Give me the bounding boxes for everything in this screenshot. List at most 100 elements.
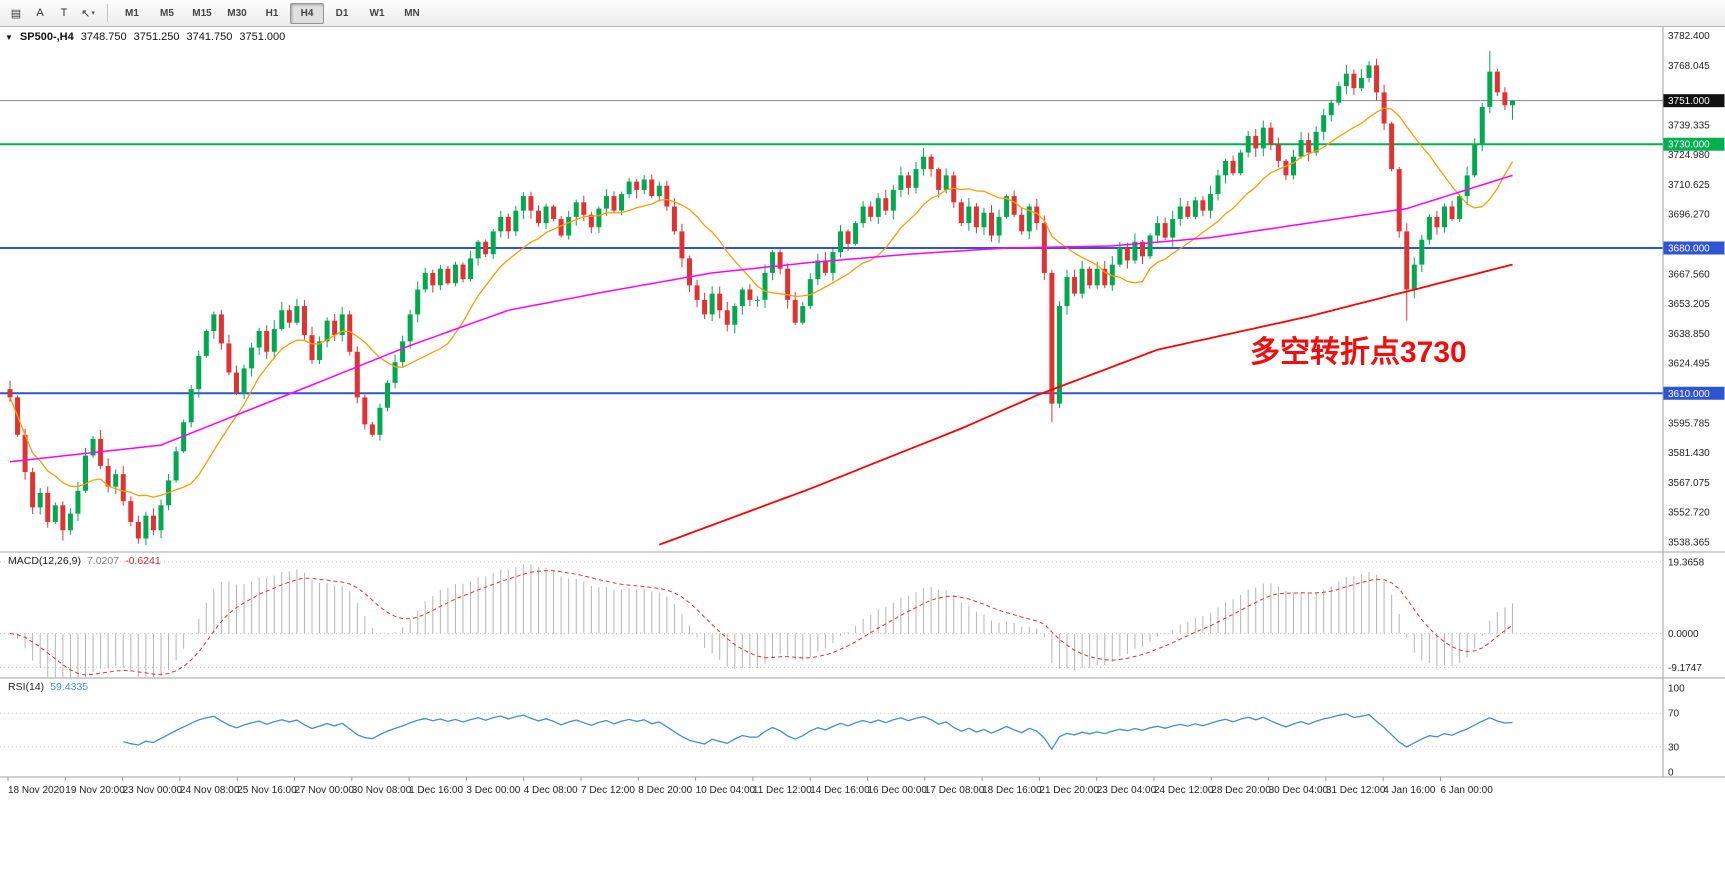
- candle: [656, 185, 662, 197]
- candle: [928, 156, 934, 170]
- timeframe-M30[interactable]: M30: [227, 7, 247, 19]
- time-axis-label: 14 Dec 16:00: [810, 785, 870, 796]
- macd-axis-label: 19.3658: [1668, 557, 1705, 568]
- price-axis-label: 3696.270: [1668, 210, 1710, 221]
- macd-name: MACD(12,26,9): [8, 555, 81, 567]
- timeframe-W1[interactable]: W1: [369, 7, 385, 19]
- candle: [770, 252, 776, 273]
- candle: [1177, 206, 1183, 219]
- candle: [596, 208, 602, 228]
- macd-axis-label: 0.0000: [1668, 629, 1699, 640]
- draw-tools[interactable]: ↖ ▾: [81, 7, 95, 20]
- chart-ohlc-header: ▼ SP500-,H4 3748.750 3751.250 3741.750 3…: [5, 31, 285, 43]
- text-label-tool[interactable]: A: [36, 7, 44, 19]
- candle: [452, 264, 458, 284]
- hline-price-tag-text: 3610.000: [1668, 389, 1710, 400]
- candle: [754, 299, 760, 301]
- candle: [354, 351, 360, 398]
- candle: [1509, 100, 1515, 106]
- time-axis-label: 25 Nov 16:00: [237, 785, 297, 796]
- candle: [724, 310, 730, 325]
- candle: [483, 241, 489, 255]
- candle: [105, 465, 111, 487]
- candle: [573, 202, 579, 217]
- candle: [1056, 306, 1062, 404]
- macd-signal-value: -0.6241: [125, 555, 161, 567]
- candle: [785, 268, 791, 300]
- timeframe-H1[interactable]: H1: [265, 7, 279, 19]
- time-axis-label: 4 Dec 08:00: [524, 785, 578, 796]
- candle: [875, 198, 881, 217]
- candle: [792, 299, 798, 323]
- candle: [1298, 140, 1304, 157]
- candle: [1223, 160, 1229, 176]
- candle: [807, 279, 813, 307]
- candle: [437, 268, 443, 286]
- time-axis-label: 18 Dec 16:00: [982, 785, 1042, 796]
- candle: [362, 397, 368, 425]
- price-axis-scale[interactable]: [1663, 27, 1725, 777]
- price-axis-label: 3567.075: [1668, 478, 1710, 489]
- timeframe-M5[interactable]: M5: [160, 7, 174, 19]
- candle: [1019, 214, 1025, 232]
- candle: [1140, 241, 1145, 257]
- candle: [1238, 152, 1244, 174]
- candle: [739, 289, 745, 307]
- timeframe-M15[interactable]: M15: [192, 7, 212, 19]
- candle: [1283, 160, 1289, 176]
- candle: [475, 241, 481, 259]
- price-axis-label: 3581.430: [1668, 448, 1710, 459]
- candle: [158, 505, 164, 531]
- candle: [702, 299, 708, 315]
- candle: [1502, 92, 1508, 106]
- chart-area[interactable]: 3782.400 3768.045 3739.335 3724.980 3710.625…: [0, 27, 1725, 889]
- timeframe-D1[interactable]: D1: [335, 7, 349, 19]
- timeframe-MN[interactable]: MN: [404, 7, 420, 19]
- hline-price-tag: [1663, 241, 1725, 255]
- candle: [1215, 175, 1221, 195]
- candle: [203, 331, 209, 356]
- price-axis-label: 3724.980: [1668, 150, 1710, 161]
- high-value: 3751.250: [133, 31, 180, 43]
- candle: [679, 231, 685, 259]
- candle: [566, 216, 572, 236]
- candle: [694, 285, 700, 300]
- symbol-label: SP500-,H4: [19, 31, 74, 43]
- candle: [256, 331, 262, 348]
- candle: [1291, 156, 1296, 176]
- candle: [249, 347, 255, 369]
- candle: [1132, 241, 1138, 261]
- candle: [958, 202, 964, 224]
- ma-slow-line: [658, 263, 1513, 546]
- timeframe-H4[interactable]: H4: [290, 2, 324, 24]
- time-axis-scale[interactable]: [0, 777, 1725, 803]
- candle: [898, 175, 904, 190]
- rsi-axis-label: 0: [1668, 768, 1674, 779]
- candle: [271, 328, 277, 352]
- annotation-text[interactable]: 多空转折点3730: [1250, 336, 1467, 369]
- candle: [543, 206, 549, 224]
- timeframe-M1[interactable]: M1: [125, 7, 139, 19]
- candle: [218, 314, 224, 344]
- macd-main-value: 7.0207: [86, 555, 120, 567]
- price-axis-label: 3624.495: [1668, 359, 1710, 370]
- candle: [588, 214, 594, 228]
- candle: [460, 264, 466, 280]
- text-tool[interactable]: T: [60, 7, 68, 19]
- candle: [747, 289, 753, 300]
- chart-window: 3782.400 3768.045 3739.335 3724.980 3710.625…: [0, 27, 1725, 888]
- candle: [173, 451, 179, 481]
- candle: [853, 223, 859, 244]
- candle: [60, 505, 66, 531]
- candle: [1109, 264, 1115, 286]
- time-axis-label: 17 Dec 08:00: [925, 785, 985, 796]
- candle: [1275, 144, 1281, 161]
- candle: [1245, 135, 1251, 153]
- hline-price-tag-text: 3680.000: [1668, 243, 1710, 254]
- indicator-list-icon[interactable]: ▤: [10, 7, 22, 20]
- symbol-dropdown-icon[interactable]: ▼: [5, 32, 13, 42]
- candle: [717, 293, 723, 311]
- rsi-line: [123, 713, 1513, 751]
- candle: [890, 189, 896, 211]
